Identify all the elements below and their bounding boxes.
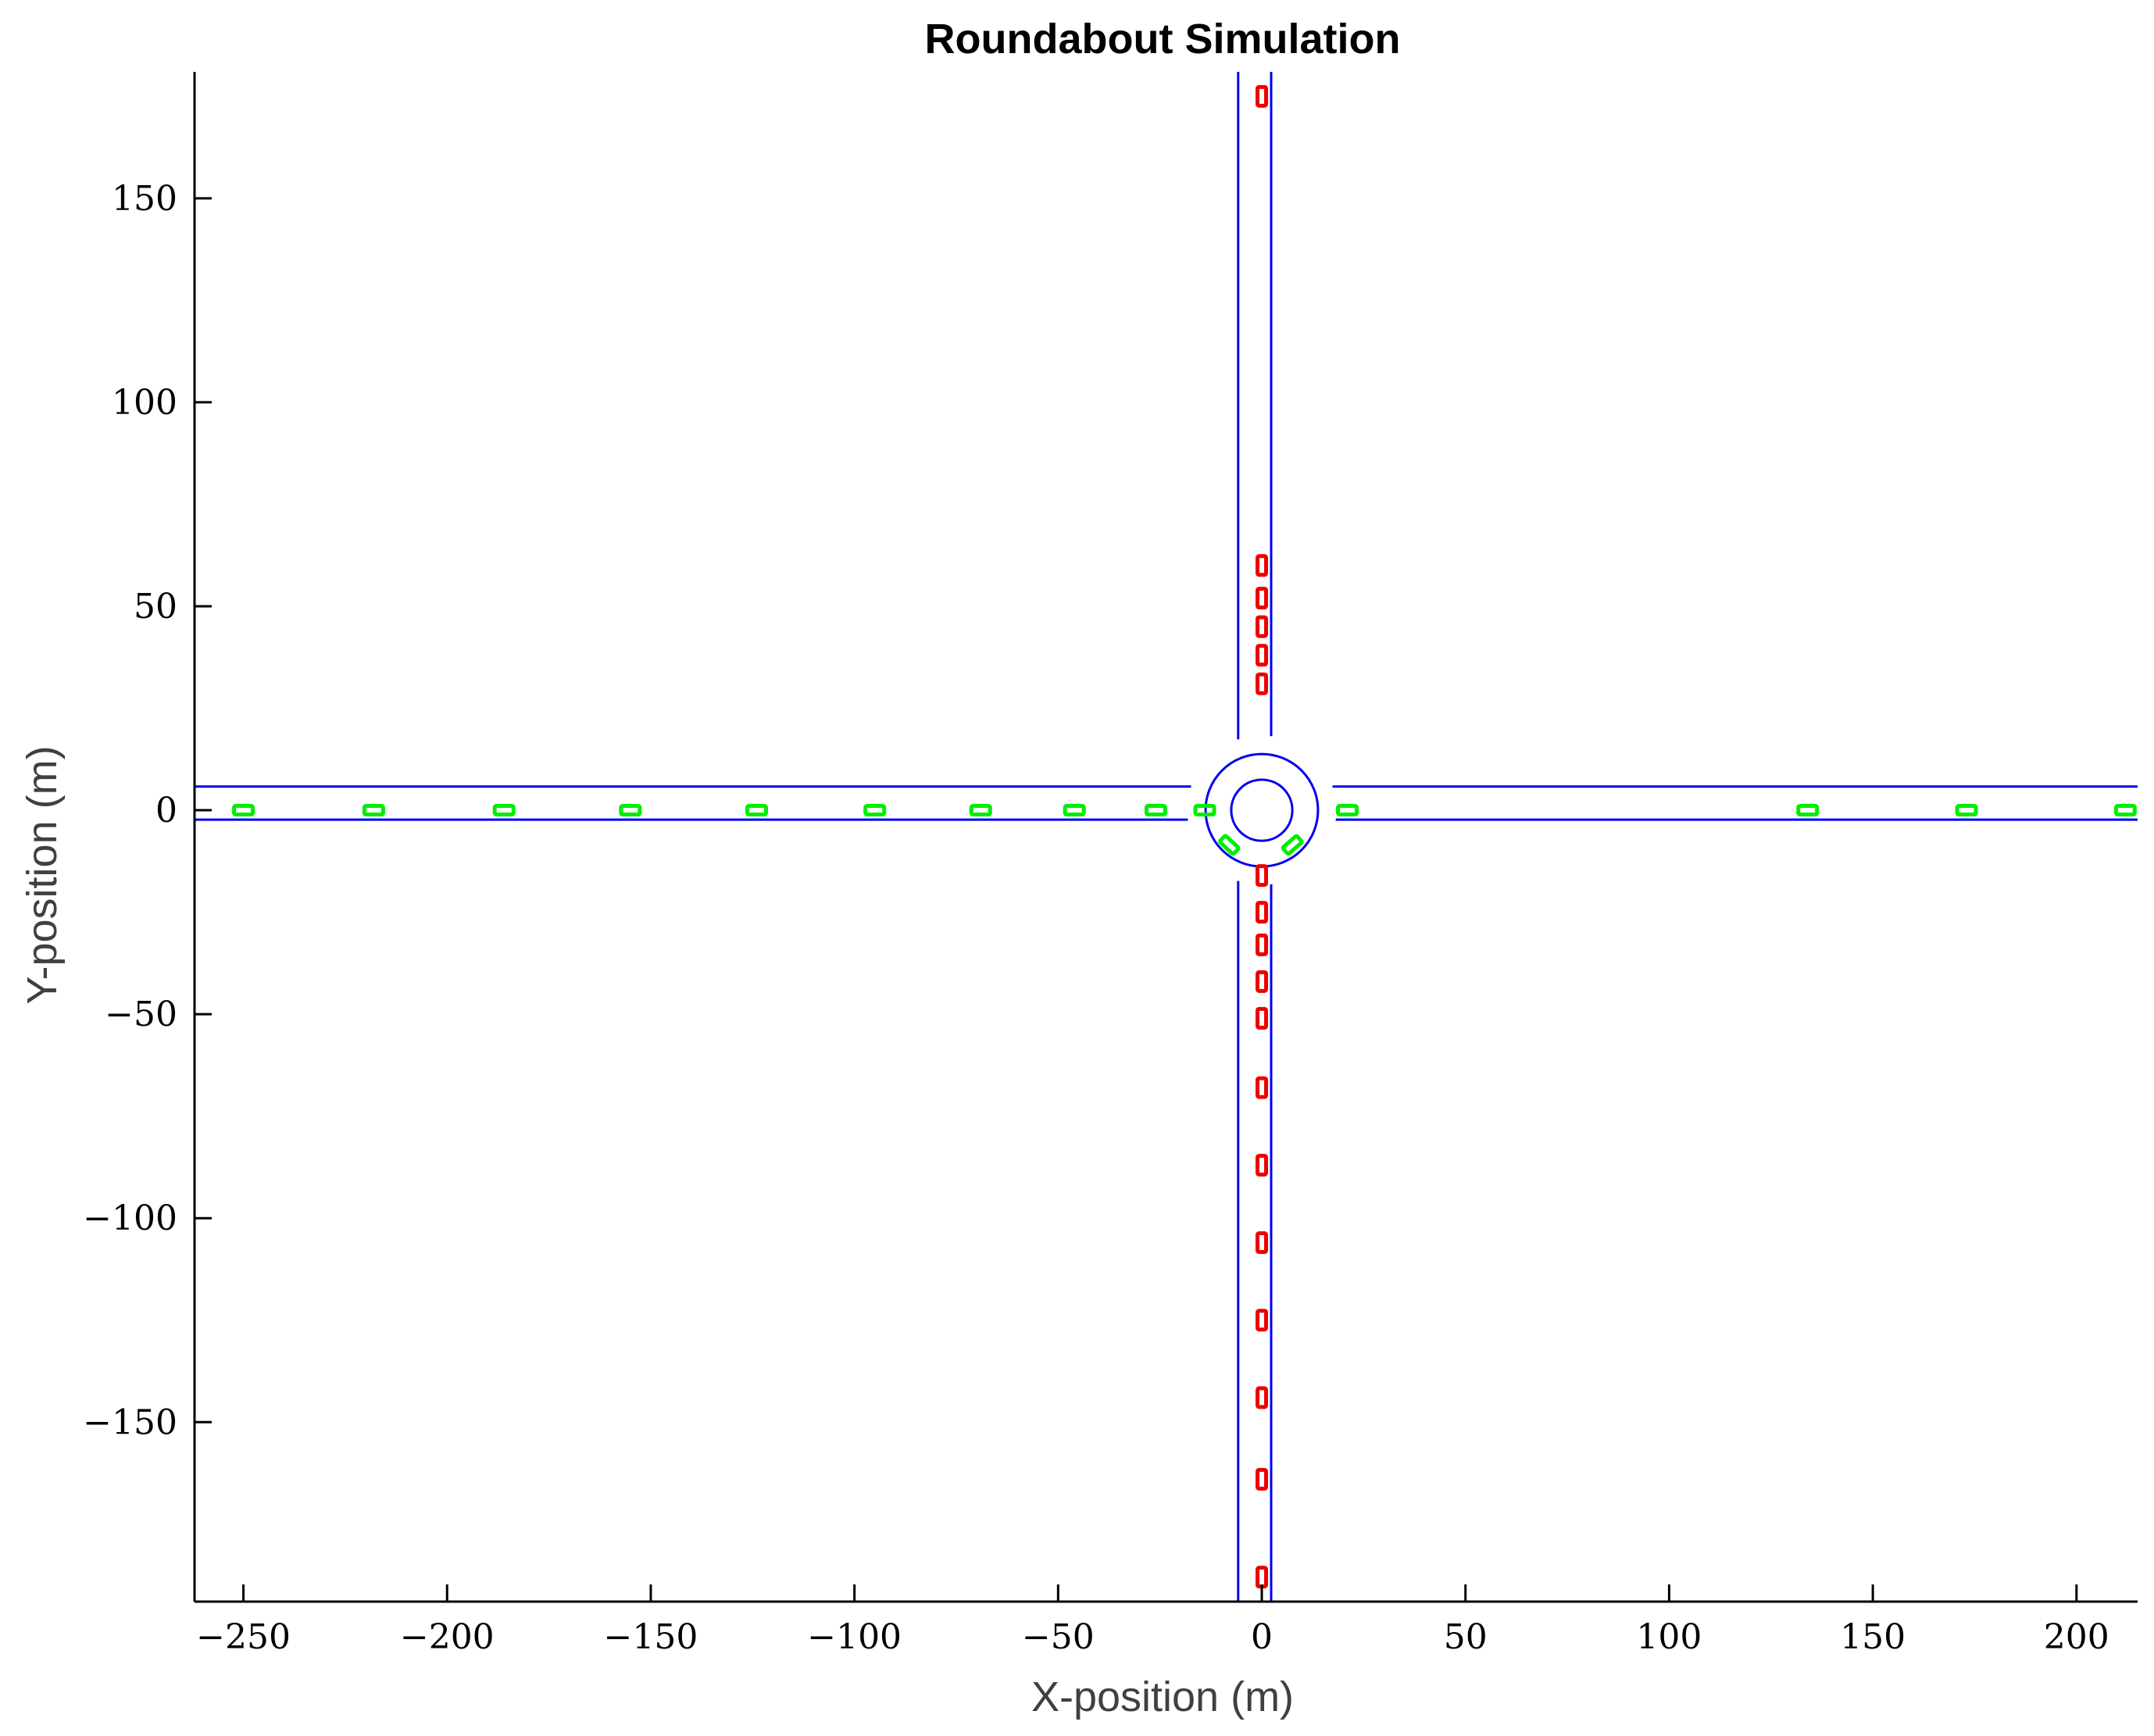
vehicle-red-11 xyxy=(1256,1076,1269,1099)
vehicle-green-3 xyxy=(619,804,642,817)
vehicle-red-9 xyxy=(1256,970,1269,993)
y-tick-label-1: −100 xyxy=(83,1198,177,1238)
x-tick-label-5: 0 xyxy=(1251,1617,1273,1657)
vehicle-layer xyxy=(232,84,2137,1589)
vehicle-red-4 xyxy=(1256,644,1269,667)
vehicle-red-2 xyxy=(1256,587,1269,610)
vehicle-green-0 xyxy=(232,804,255,817)
vehicle-green-9 xyxy=(1193,804,1216,817)
x-tick-label-2: −150 xyxy=(604,1617,698,1657)
vehicle-red-7 xyxy=(1256,901,1269,924)
vehicle-green-6 xyxy=(969,804,992,817)
x-tick-label-3: −100 xyxy=(807,1617,902,1657)
x-tick-label-0: −250 xyxy=(196,1617,291,1657)
y-axis: −150 −100 −50 0 50 100 150 xyxy=(83,72,212,1602)
vehicle-red-13 xyxy=(1256,1231,1269,1255)
y-tick-label-0: −150 xyxy=(83,1402,177,1442)
vehicle-red-6 xyxy=(1256,864,1269,888)
y-axis-label: Y-position (m) xyxy=(19,745,66,1004)
chart-title: Roundabout Simulation xyxy=(925,16,1401,63)
x-axis-label: X-position (m) xyxy=(1031,1673,1294,1720)
x-tick-label-4: −50 xyxy=(1022,1617,1095,1657)
x-tick-label-7: 100 xyxy=(1636,1617,1702,1657)
y-tick-label-2: −50 xyxy=(105,995,177,1034)
x-tick-label-6: 50 xyxy=(1444,1617,1488,1657)
road-layer xyxy=(195,72,2138,1602)
vehicle-green-15 xyxy=(1281,834,1304,856)
y-tick-label-5: 100 xyxy=(112,383,177,423)
vehicle-green-4 xyxy=(745,804,769,817)
x-tick-label-8: 150 xyxy=(1840,1617,1906,1657)
y-tick-label-4: 50 xyxy=(134,587,177,627)
vehicle-red-15 xyxy=(1256,1386,1269,1409)
vehicle-green-7 xyxy=(1063,804,1086,817)
vehicle-red-14 xyxy=(1256,1309,1269,1332)
axes: −250 −200 −150 −100 −50 0 50 100 150 200 −150 −100… xyxy=(83,72,2138,1657)
vehicle-green-10 xyxy=(1336,804,1359,817)
y-tick-label-3: 0 xyxy=(155,791,177,830)
vehicle-red-0 xyxy=(1256,84,1269,108)
x-axis: −250 −200 −150 −100 −50 0 50 100 150 200 xyxy=(195,1584,2138,1657)
vehicle-green-13 xyxy=(2113,804,2137,817)
vehicle-green-5 xyxy=(863,804,887,817)
vehicle-green-8 xyxy=(1144,804,1167,817)
x-tick-label-1: −200 xyxy=(400,1617,495,1657)
vehicle-red-1 xyxy=(1256,554,1269,577)
x-tick-label-9: 200 xyxy=(2044,1617,2109,1657)
vehicle-red-12 xyxy=(1256,1153,1269,1177)
vehicle-green-14 xyxy=(1218,834,1241,856)
vehicle-green-11 xyxy=(1796,804,1820,817)
vehicle-red-10 xyxy=(1256,1006,1269,1030)
plot-area xyxy=(195,72,2138,1602)
vehicle-red-16 xyxy=(1256,1467,1269,1491)
vehicle-red-5 xyxy=(1256,672,1269,695)
vehicle-green-12 xyxy=(1955,804,1978,817)
vehicle-green-1 xyxy=(362,804,385,817)
vehicle-red-8 xyxy=(1256,933,1269,956)
vehicle-green-2 xyxy=(492,804,516,817)
y-tick-label-6: 150 xyxy=(112,179,177,219)
roundabout-inner-circle xyxy=(1230,778,1294,842)
vehicle-red-3 xyxy=(1256,615,1269,638)
